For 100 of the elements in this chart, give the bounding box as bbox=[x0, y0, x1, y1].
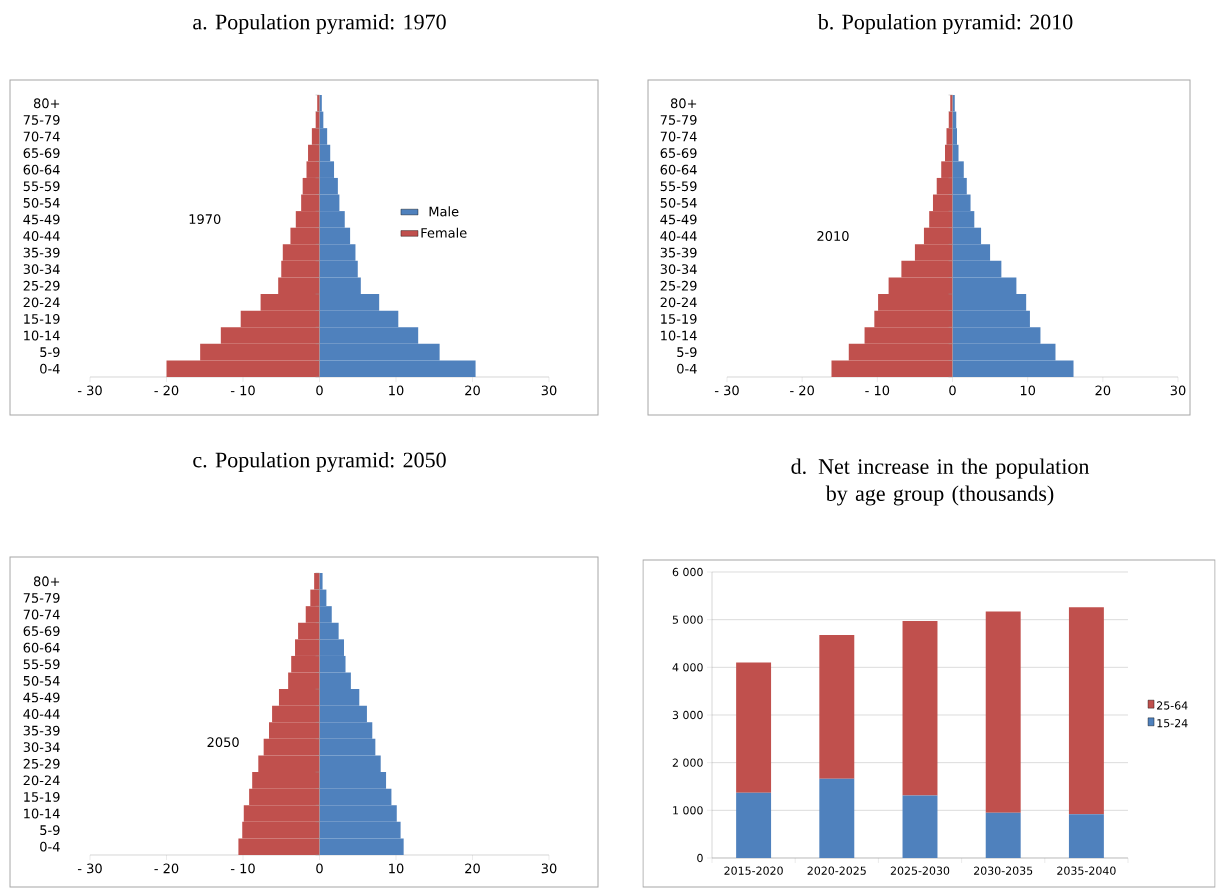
y-tick-label: 70-74 bbox=[23, 131, 60, 142]
y-tick-label: 70-74 bbox=[660, 131, 697, 142]
y-tick-label: 35-39 bbox=[660, 247, 697, 258]
x-tick-label: 30 bbox=[541, 385, 557, 396]
x-tick-label: - 30 bbox=[714, 385, 739, 396]
y-tick-label: 40-44 bbox=[23, 709, 60, 719]
y-tick-label: 65-69 bbox=[23, 148, 60, 158]
y-tick-label: 65-69 bbox=[23, 626, 60, 636]
chart-title: a. Population pyramid: 1970 bbox=[193, 13, 446, 34]
legend-label: 25-64 bbox=[1157, 701, 1188, 710]
x-tick-label: - 10 bbox=[230, 863, 255, 874]
y-tick-label: 5-9 bbox=[40, 347, 60, 358]
chart-title: d. Net increase in the population by age group (thousands) bbox=[791, 458, 1090, 506]
y-tick-label: 4 000 bbox=[672, 663, 703, 672]
y-tick-label: 75-79 bbox=[660, 114, 697, 125]
y-tick-label: 60-64 bbox=[23, 642, 60, 653]
y-tick-label: 25-29 bbox=[660, 280, 697, 291]
x-tick-label: 20 bbox=[1095, 385, 1111, 396]
x-tick-label: 2035-2040 bbox=[1057, 866, 1116, 875]
y-tick-label: 25-29 bbox=[23, 280, 60, 291]
x-tick-label: - 20 bbox=[154, 385, 179, 396]
y-tick-label: 55-59 bbox=[23, 659, 60, 670]
x-tick-label: 0 bbox=[316, 863, 323, 874]
y-tick-label: 0-4 bbox=[40, 841, 60, 852]
x-tick-label: 0 bbox=[949, 385, 956, 396]
annotation: 2050 bbox=[207, 737, 239, 748]
y-tick-label: 15-19 bbox=[24, 792, 60, 802]
y-tick-label: 3 000 bbox=[672, 710, 703, 720]
x-tick-label: - 10 bbox=[230, 385, 255, 396]
x-tick-label: - 10 bbox=[865, 385, 890, 396]
y-tick-label: 5-9 bbox=[40, 825, 60, 836]
y-tick-label: 10-14 bbox=[24, 808, 60, 819]
y-tick-label: 5-9 bbox=[677, 347, 697, 358]
y-tick-label: 80+ bbox=[33, 576, 60, 587]
y-tick-label: 6 000 bbox=[672, 567, 703, 577]
y-tick-label: 60-64 bbox=[23, 164, 60, 175]
y-tick-label: 10-14 bbox=[24, 330, 60, 341]
legend-label: Female bbox=[421, 227, 467, 238]
y-tick-label: 15-19 bbox=[24, 314, 60, 324]
x-tick-label: 2015-2020 bbox=[724, 866, 783, 875]
y-tick-label: 65-69 bbox=[660, 148, 697, 158]
bar bbox=[985, 611, 1021, 813]
y-tick-label: 75-79 bbox=[23, 592, 60, 603]
y-tick-label: 0-4 bbox=[40, 363, 60, 374]
x-tick-label: 10 bbox=[389, 863, 404, 874]
x-tick-label: - 30 bbox=[77, 385, 102, 396]
legend-label: 15-24 bbox=[1157, 719, 1188, 728]
x-tick-label: - 30 bbox=[77, 863, 102, 874]
bar bbox=[902, 621, 938, 796]
x-tick-label: - 20 bbox=[790, 385, 814, 396]
y-tick-label: 75-79 bbox=[23, 114, 60, 125]
y-tick-label: 15-19 bbox=[661, 314, 697, 324]
x-tick-label: 30 bbox=[541, 863, 557, 874]
y-tick-label: 45-49 bbox=[660, 214, 697, 225]
bar bbox=[736, 792, 772, 858]
y-tick-label: 40-44 bbox=[660, 231, 697, 241]
y-tick-label: 80+ bbox=[33, 98, 60, 109]
y-tick-label: 2 000 bbox=[672, 758, 703, 767]
y-tick-label: 35-39 bbox=[23, 725, 60, 736]
chart-title: c. Population pyramid: 2050 bbox=[193, 451, 446, 472]
x-tick-label: 10 bbox=[389, 385, 404, 396]
y-tick-label: 0 bbox=[697, 853, 703, 863]
bar bbox=[819, 634, 855, 779]
x-tick-label: 0 bbox=[316, 385, 323, 396]
y-tick-label: 30-34 bbox=[660, 264, 697, 275]
y-tick-label: 60-64 bbox=[660, 164, 697, 175]
y-tick-label: 20-24 bbox=[23, 775, 60, 786]
bar bbox=[1068, 607, 1104, 815]
y-tick-label: 0-4 bbox=[677, 363, 697, 374]
y-tick-label: 45-49 bbox=[23, 214, 60, 225]
bar bbox=[819, 778, 855, 858]
y-tick-label: 50-54 bbox=[660, 197, 697, 208]
y-tick-label: 10-14 bbox=[661, 330, 697, 341]
y-tick-label: 20-24 bbox=[660, 297, 697, 308]
annotation: 2010 bbox=[817, 231, 849, 241]
x-tick-label: 30 bbox=[1170, 385, 1186, 396]
x-tick-label: 20 bbox=[465, 863, 480, 874]
y-tick-label: 55-59 bbox=[23, 181, 60, 192]
y-tick-label: 30-34 bbox=[23, 264, 60, 275]
y-tick-label: 45-49 bbox=[23, 692, 60, 703]
y-tick-label: 40-44 bbox=[23, 231, 60, 241]
annotation: 1970 bbox=[189, 214, 221, 224]
y-tick-label: 30-34 bbox=[23, 742, 60, 753]
bar bbox=[736, 662, 772, 793]
y-tick-label: 5 000 bbox=[672, 615, 703, 624]
bar bbox=[985, 812, 1021, 858]
y-tick-label: 50-54 bbox=[23, 197, 60, 208]
x-tick-label: 2020-2025 bbox=[807, 866, 866, 875]
x-tick-label: - 20 bbox=[154, 863, 179, 874]
bar bbox=[902, 795, 938, 858]
x-tick-label: 2025-2030 bbox=[890, 866, 950, 875]
y-tick-label: 35-39 bbox=[23, 247, 60, 258]
x-tick-label: 20 bbox=[465, 385, 480, 396]
x-tick-label: 2030-2035 bbox=[974, 866, 1033, 875]
legend-label: Male bbox=[429, 206, 459, 217]
y-tick-label: 1 000 bbox=[673, 806, 703, 815]
bar bbox=[1068, 814, 1104, 858]
chart-title: b. Population pyramid: 2010 bbox=[817, 13, 1073, 34]
y-tick-label: 55-59 bbox=[660, 181, 697, 192]
y-tick-label: 20-24 bbox=[23, 297, 60, 308]
